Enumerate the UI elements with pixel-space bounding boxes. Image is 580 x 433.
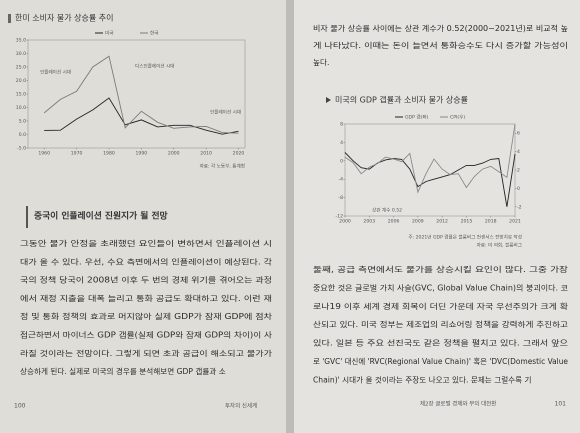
y-tick-label: 15.0	[16, 92, 26, 98]
section-title: 중국이 인플레이션 진원지가 될 전망	[34, 210, 168, 222]
x-tick-label: 1960	[38, 151, 50, 157]
y-tick-label: -8	[338, 195, 343, 201]
x-tick-label: 2012	[436, 219, 448, 225]
body-line: 그동안 물가 안정을 초래했던 요인들이 변하면서 인플레이션 시	[20, 238, 272, 248]
series-line	[43, 55, 239, 134]
body-line: 산되고 있다. 미국 정부는 제조업의 리쇼어링 정책을 강력하게 추진하고	[313, 319, 568, 329]
series-line	[344, 152, 516, 207]
legend-label: 한국	[150, 31, 158, 37]
annotation: 인플레이션 시대	[210, 109, 241, 116]
body-line: 라질 것이라는 전망이다. 그렇게 되면 초과 공급이 해소되고 물가가	[20, 348, 272, 358]
x-tick-label: 2010	[200, 151, 212, 157]
series-line	[344, 123, 516, 194]
annotation: 디스인플레이션 시대	[135, 63, 175, 70]
y2-tick-label: -2	[517, 204, 522, 210]
y-tick-label: 4	[340, 140, 343, 146]
x-tick-label: 2006	[388, 219, 400, 225]
y-tick-label: 5.0	[19, 119, 26, 125]
body-line: 로 'GVC' 대신에 'RVC(Regional Value Chain)' …	[313, 356, 568, 366]
title-marker	[326, 97, 331, 103]
footer: 투자의 신세계	[225, 402, 257, 410]
x-tick-label: 2003	[363, 219, 375, 225]
page-number: 100	[14, 403, 26, 410]
body-line: 대가 올 수 있다. 우선, 수요 측면에서의 인플레이션이 예상된다. 각	[20, 256, 272, 266]
y-tick-label: 0	[340, 158, 343, 164]
left-page	[0, 0, 290, 433]
body-line: 둘째, 공급 측면에서도 물가를 상승시킬 요인이 많다. 그중 가장	[313, 264, 568, 274]
y-tick-label: -5.0	[17, 146, 26, 152]
body-line: 로나19 이후 세계 경제 회복이 더딘 가운데 자국 우선주의가 크게 확	[313, 301, 568, 311]
body-line: 게 나타났다. 이때는 돈이 늘면서 통화승수도 다시 증가할 가능성이	[313, 40, 568, 50]
y-tick-label: 10.0	[16, 105, 26, 111]
chart-title: 미국의 GDP 갭률과 소비자 물가 상승률	[335, 95, 468, 105]
annotation: 인플레이션 시대	[40, 69, 71, 76]
gutter	[286, 0, 294, 433]
x-tick-label: 1990	[136, 151, 148, 157]
body-line: 높다.	[313, 58, 329, 67]
body-line: 상승하게 된다. 실제로 미국의 경우를 분석해보면 GDP 갭률과 소	[20, 366, 226, 376]
legend-label: CPI(우)	[450, 115, 465, 121]
body-line: 국의 정책 당국이 2008년 이후 두 번의 경제 위기를 겪어오는 과정	[20, 275, 272, 285]
body-line: Chain)' 시대가 올 것이라는 주장도 나오고 있다. 문제는 그럴수록 …	[313, 374, 532, 384]
y2-tick-label: 6	[517, 131, 520, 137]
title-marker	[8, 14, 11, 23]
x-tick-label: 1980	[103, 151, 115, 157]
y2-tick-label: 4	[517, 149, 520, 155]
x-tick-label: 1970	[71, 151, 83, 157]
y2-tick-label: 0	[517, 186, 520, 192]
body-line: 에서 재정 지출을 대폭 늘리고 통화 공급도 확대하고 있다. 이런 재	[20, 293, 272, 303]
annotation: 상관 계수 0.52	[372, 207, 402, 214]
y-tick-label: 30.0	[16, 51, 26, 57]
y-tick-label: -4	[338, 177, 343, 183]
body-line: 비자 물가 상승률 사이에는 상관 계수가 0.52(2000~2021년)로 …	[313, 23, 568, 33]
body-line: 정 및 통화 정책의 효과로 머지않아 실제 GDP가 잠재 GDP에 점차	[20, 311, 272, 321]
y-tick-label: 0.0	[19, 132, 26, 138]
source: 자료: 각 노동부, 통계청	[200, 163, 245, 170]
source: 자료: 미 의회, 블룸버그	[477, 242, 522, 249]
chart-title: 한미 소비자 물가 상승률 추이	[15, 13, 114, 23]
x-tick-label: 2015	[461, 219, 473, 225]
page-number: 101	[555, 401, 567, 408]
x-tick-label: 2021	[509, 219, 521, 225]
section-bar	[26, 206, 28, 228]
right-page	[290, 0, 580, 433]
x-tick-label: 2000	[168, 151, 180, 157]
y-tick-label: 25.0	[16, 65, 26, 71]
y-tick-label: 8	[340, 122, 343, 128]
y2-tick-label: 2	[517, 168, 520, 174]
body-line: 접근하면서 마이너스 GDP 갭률(실제 GDP와 잠재 GDP의 차이)이 사	[20, 330, 272, 340]
body-line: 중요한 것은 글로벌 가치 사슬(GVC, Global Value Chain…	[313, 282, 568, 292]
x-tick-label: 2018	[485, 219, 497, 225]
y-tick-label: -12	[335, 214, 343, 220]
x-tick-label: 2009	[412, 219, 424, 225]
x-tick-label: 2000	[339, 219, 351, 225]
legend-label: GDP 갭(좌)	[405, 114, 429, 121]
y-tick-label: 20.0	[16, 78, 26, 84]
note: 주: 2021년 GDP 갭률은 블룸버그 컨센서스 전망치로 작성	[408, 234, 522, 241]
series-line	[44, 97, 239, 135]
y-tick-label: 35.0	[16, 38, 26, 44]
body-line: 있다. 일본 등 주요 선진국도 같은 정책을 펼치고 있다. 그래서 앞으	[313, 338, 568, 348]
legend-label: 미국	[105, 30, 113, 37]
x-tick-label: 2020	[233, 151, 245, 157]
footer: 제2장 글로벌 경제와 부의 대전환	[420, 400, 496, 408]
